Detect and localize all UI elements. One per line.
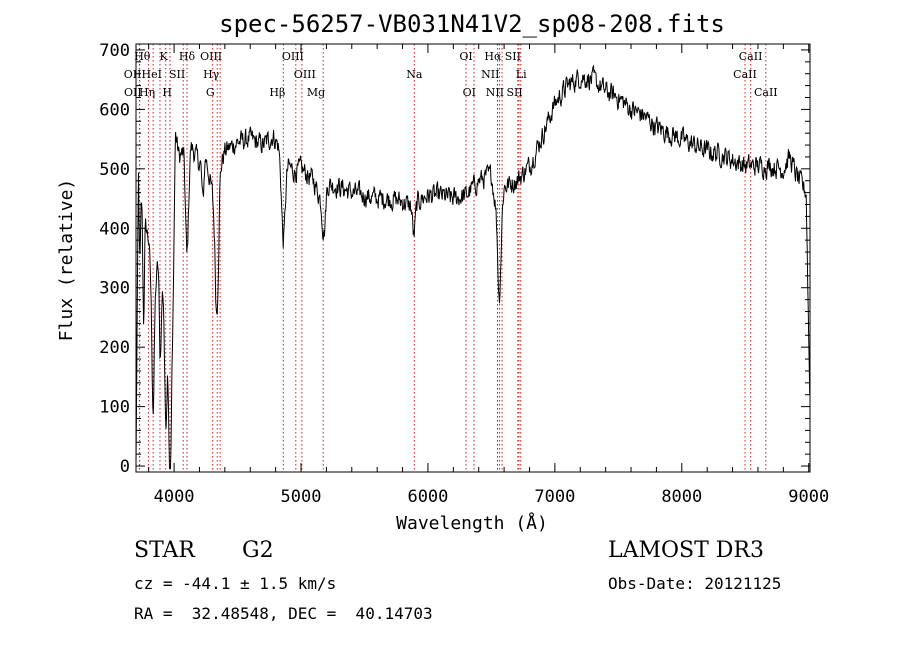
line-marker-label: Hγ	[203, 68, 220, 81]
spectrum-line	[135, 64, 811, 469]
line-marker-label: CaII	[754, 86, 778, 99]
object-subclass: G2	[242, 538, 274, 563]
y-tick-label: 0	[120, 457, 130, 477]
line-marker-label: Hθ	[134, 50, 151, 63]
plot-frame	[135, 43, 811, 473]
y-tick-label: 700	[99, 41, 130, 61]
line-marker-label: HeI	[142, 68, 162, 81]
axis-ticks: 4000 5000 6000 7000 8000 9000 0 100 200 300 400 500…	[99, 41, 829, 507]
line-marker-label: Hβ	[269, 86, 285, 99]
line-marker-label: Na	[406, 68, 423, 81]
x-tick-label: 5000	[281, 487, 322, 507]
line-marker-label: SII	[169, 68, 185, 81]
line-marker-label: NII	[486, 86, 504, 99]
x-tick-label: 9000	[788, 487, 829, 507]
observation-date: Obs-Date: 20121125	[608, 574, 782, 593]
line-marker-label: G	[206, 86, 215, 99]
line-marker-label: OIII	[294, 68, 316, 81]
line-marker-label: OIII	[282, 50, 304, 63]
y-axis-label: Flux (relative)	[56, 179, 77, 342]
x-axis-label: Wavelength (Å)	[396, 512, 548, 534]
line-marker-label: H	[162, 86, 172, 99]
line-marker-label: Hδ	[179, 50, 196, 63]
line-marker-label: OI	[459, 50, 472, 63]
line-marker-label: Hη	[139, 86, 155, 99]
x-tick-label: 6000	[407, 487, 448, 507]
x-tick-label: 7000	[534, 487, 575, 507]
x-tick-label: 4000	[154, 487, 195, 507]
line-marker-label: OII	[124, 68, 142, 81]
line-marker-label: CaII	[739, 50, 763, 63]
y-tick-label: 200	[99, 338, 130, 358]
line-marker-label: NII	[481, 68, 499, 81]
line-marker-label: OI	[463, 86, 476, 99]
sky-coordinates: RA = 32.48548, DEC = 40.14703	[134, 604, 433, 623]
line-marker-label: SII	[506, 86, 522, 99]
line-marker-label: OII	[124, 86, 142, 99]
y-tick-label: 100	[99, 398, 130, 418]
line-marker-label: OIII	[200, 50, 222, 63]
chart-title: spec-56257-VB031N41V2_sp08-208.fits	[219, 10, 725, 38]
y-tick-label: 300	[99, 279, 130, 299]
line-marker-label: Mg	[307, 86, 325, 99]
line-marker-label: Li	[516, 68, 527, 81]
y-tick-label: 600	[99, 100, 130, 120]
x-tick-label: 8000	[661, 487, 702, 507]
line-marker-label: K	[159, 50, 168, 63]
survey-name: LAMOST DR3	[608, 538, 764, 563]
line-marker-label: Hα	[484, 50, 502, 63]
line-marker-label: SII	[505, 50, 521, 63]
y-tick-label: 500	[99, 160, 130, 180]
y-tick-label: 400	[99, 219, 130, 239]
line-marker-label: CaII	[733, 68, 757, 81]
redshift-cz: cz = -44.1 ± 1.5 km/s	[134, 574, 337, 593]
object-class: STAR	[134, 538, 195, 563]
